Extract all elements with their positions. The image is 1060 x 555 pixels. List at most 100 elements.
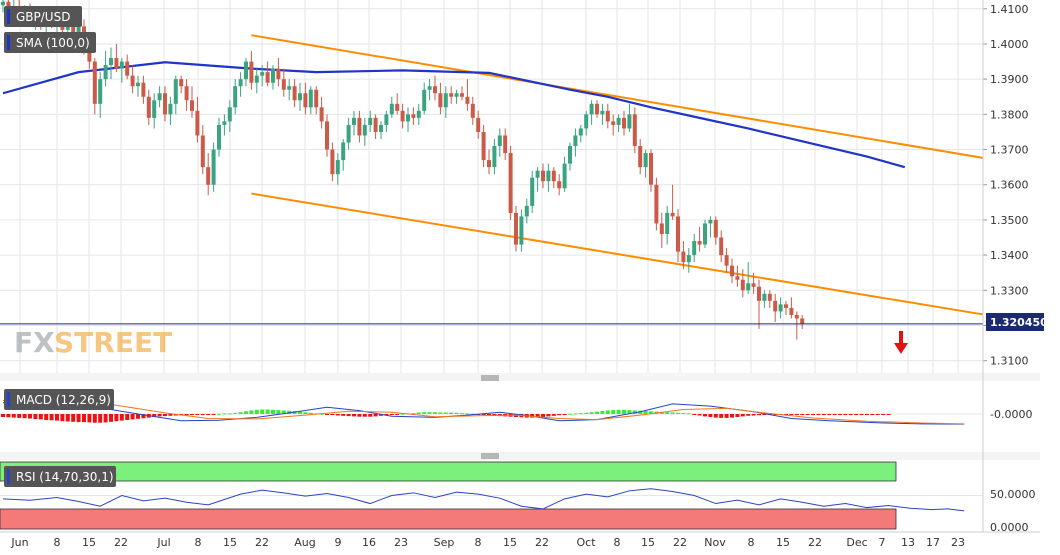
candle	[281, 68, 286, 97]
candle-body	[303, 93, 308, 108]
macd-histogram-bar	[163, 414, 167, 417]
candle	[168, 96, 173, 125]
macd-histogram-bar	[238, 412, 243, 414]
candle	[649, 149, 653, 192]
candle-body	[227, 107, 232, 122]
macd-histogram-bar	[65, 414, 70, 422]
candle	[535, 167, 540, 192]
candle-body	[454, 93, 459, 97]
candle	[443, 86, 448, 118]
macd-histogram-bar	[865, 414, 869, 415]
candle-body	[713, 219, 718, 238]
candle-body	[109, 58, 113, 66]
macd-histogram-bar	[811, 414, 815, 415]
candle	[357, 110, 362, 143]
candle	[611, 114, 616, 136]
candle-body	[616, 117, 621, 125]
macd-histogram-bar	[109, 414, 113, 422]
candle	[514, 205, 518, 252]
macd-histogram-bar	[227, 413, 232, 415]
macd-histogram-bar	[643, 411, 648, 414]
macd-histogram-bar	[335, 414, 340, 416]
candle-body	[179, 79, 184, 87]
candle-body	[557, 181, 562, 189]
candle	[757, 279, 761, 330]
candle-body	[249, 61, 254, 83]
candle-body	[530, 177, 535, 206]
macd-histogram-bar	[735, 414, 740, 417]
candle	[670, 184, 675, 220]
macd-histogram-bar	[411, 413, 416, 415]
candle	[546, 163, 551, 192]
symbol-label: GBP/USD	[4, 6, 82, 27]
candle	[314, 86, 319, 115]
macd-histogram-bar	[492, 414, 497, 416]
candle	[508, 146, 513, 220]
candle	[524, 198, 529, 224]
candle	[346, 117, 351, 150]
candle-body	[141, 82, 146, 97]
candle-body	[595, 103, 599, 115]
candle	[125, 54, 130, 80]
macd-line	[2, 402, 965, 425]
candle	[136, 75, 140, 97]
rsi-oversold-zone	[0, 508, 897, 530]
candle-body	[503, 135, 508, 154]
candle-body	[589, 103, 594, 115]
candle	[319, 96, 324, 129]
candle-body	[697, 241, 702, 245]
panel-splitter[interactable]	[0, 373, 1040, 381]
candle	[573, 128, 578, 157]
candle	[163, 86, 167, 122]
time-tick-label: 22	[673, 536, 687, 549]
macd-histogram-bar	[55, 414, 59, 421]
candle-body	[157, 93, 162, 101]
candle	[389, 96, 394, 118]
macd-histogram-bar	[551, 414, 556, 416]
candle-body	[319, 107, 324, 122]
macd-histogram-bar	[784, 414, 788, 415]
candle-body	[492, 146, 497, 168]
channel-upper-line	[251, 34, 984, 159]
candle	[211, 142, 216, 192]
rsi-axis-label-0: 0.0000	[990, 521, 1029, 534]
candle	[454, 89, 459, 104]
candle-body	[368, 117, 373, 125]
candle-body	[92, 61, 97, 104]
drag-handle-icon-2[interactable]	[481, 453, 499, 459]
channel-lower-line	[251, 192, 984, 316]
candle-body	[346, 124, 351, 143]
candle-body	[692, 241, 697, 256]
macd-histogram-bar	[805, 414, 810, 415]
macd-histogram-bar	[449, 412, 454, 414]
candle	[325, 114, 329, 157]
candle	[227, 100, 232, 132]
time-tick-label: Jun	[10, 536, 28, 549]
candle-body	[632, 114, 637, 147]
candle	[719, 230, 724, 263]
macd-histogram-bar	[346, 414, 351, 417]
macd-histogram-bar	[832, 414, 837, 415]
candle-body	[292, 86, 297, 101]
macd-histogram-bar	[713, 414, 718, 418]
macd-histogram-bar	[87, 414, 92, 423]
macd-histogram-bar	[422, 412, 427, 414]
time-tick-label: 8	[614, 536, 621, 549]
candle-body	[676, 216, 680, 252]
candle	[190, 86, 194, 118]
macd-histogram-bar	[60, 414, 65, 422]
candle	[427, 79, 432, 101]
macd-histogram-bar	[789, 414, 794, 415]
candle-body	[341, 142, 346, 161]
macd-histogram-bar	[271, 409, 275, 414]
candle-body	[395, 103, 400, 111]
candle	[119, 58, 124, 83]
candle	[584, 110, 589, 136]
panel-splitter-2[interactable]	[0, 452, 1040, 460]
candle	[422, 82, 427, 115]
macd-histogram-bar	[465, 413, 470, 415]
candle-body	[541, 170, 545, 182]
drag-handle-icon[interactable]	[481, 375, 499, 381]
candle-body	[481, 131, 486, 161]
candle	[260, 65, 265, 87]
